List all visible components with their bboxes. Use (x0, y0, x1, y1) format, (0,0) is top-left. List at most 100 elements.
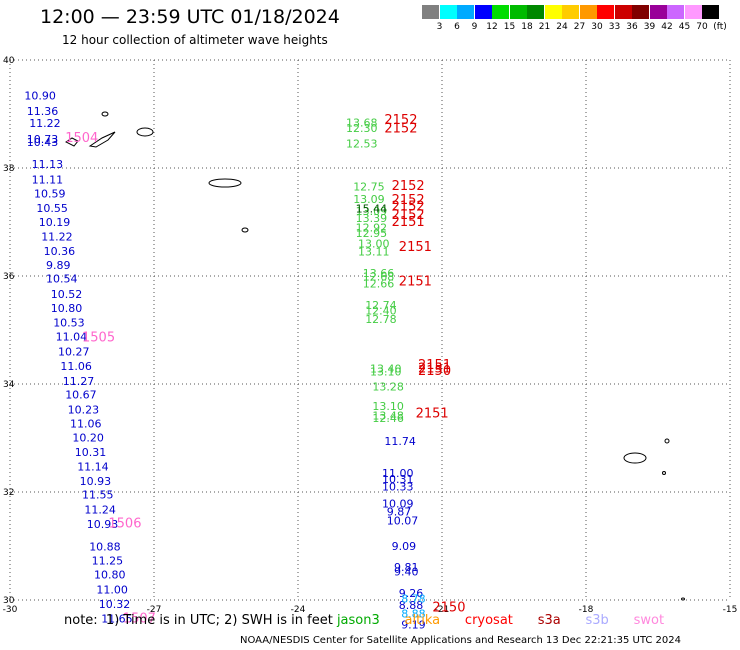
legend-label: 27 (573, 22, 586, 32)
legend-swatch (614, 5, 632, 19)
x-tick-label: -18 (579, 605, 594, 615)
legend-swatch (422, 5, 439, 19)
legend-swatch (544, 5, 562, 19)
legend-label: 15 (503, 22, 516, 32)
wave-height-label: 1505 (82, 331, 115, 346)
chart-title: 12:00 — 23:59 UTC 01/18/2024 (40, 6, 340, 28)
wave-height-label: 13.28 (372, 381, 404, 394)
wave-height-label: 10.23 (68, 403, 100, 416)
wave-height-label: 9.89 (46, 259, 71, 272)
y-tick-label: 32 (3, 488, 14, 498)
wave-height-label: 10.80 (51, 302, 83, 315)
wave-height-label: 10.20 (72, 431, 104, 444)
legend-label: 12 (486, 22, 498, 32)
wave-height-label: 9.09 (392, 540, 417, 553)
wave-height-label: 8.88 (399, 599, 424, 612)
legend-label: 70 (696, 22, 708, 32)
x-tick-label: -30 (3, 605, 18, 615)
wave-height-label: 13.48 (372, 409, 404, 422)
wave-height-label: 12.66 (363, 278, 395, 291)
wave-height-label: 12.78 (365, 313, 397, 326)
wave-height-label: 11.14 (77, 461, 109, 474)
y-tick-label: 38 (3, 164, 15, 174)
legend-label: 18 (521, 22, 533, 32)
wave-height-label: 2152 (384, 113, 417, 128)
satellite-jason3: jason3 (332, 613, 380, 628)
wave-height-label: 10.36 (44, 245, 76, 258)
wave-height-label: 12.75 (353, 180, 385, 193)
wave-height-label: 8.78 (401, 592, 426, 605)
wave-height-label: 10.73 (27, 133, 59, 146)
legend-swatch (579, 5, 597, 19)
wave-height-label: 2152 (392, 193, 425, 208)
legend-unit: (ft) (713, 22, 727, 32)
legend-swatch (527, 5, 544, 19)
satellite-s3a: s3a (512, 613, 561, 628)
wave-height-label: 11.36 (27, 105, 59, 118)
wave-height-label: 10.93 (80, 475, 112, 488)
wave-height-label: 10.27 (58, 346, 90, 359)
wave-height-label: 10.67 (65, 388, 97, 401)
wave-height-label: 10.55 (36, 202, 68, 215)
wave-height-label: 1504 (65, 131, 98, 146)
legend-swatch (597, 5, 614, 19)
wave-height-label: 13.40 (370, 362, 402, 375)
wave-height-label: 2151 (416, 407, 449, 422)
wave-height-label: 13.39 (356, 212, 388, 225)
color-legend: 3 6 9 12 15 18 21 24 27 30 33 36 39 42 45 70 (ft) (420, 5, 730, 35)
wave-height-label: 12.46 (372, 412, 404, 425)
x-tick-label: -15 (723, 605, 738, 615)
x-tick-label: -21 (435, 605, 450, 615)
wave-height-label: 2151 (418, 358, 451, 373)
land-outline (623, 452, 647, 464)
wave-height-label: 12.68 (363, 271, 395, 284)
wave-height-label: 11.65 (101, 612, 133, 625)
legend-label: 45 (678, 22, 691, 32)
legend-label: 42 (661, 22, 673, 32)
wave-height-label: 10.33 (382, 481, 414, 494)
note-prefix: note: 1) Time is in UTC; 2) SWH is in fe… (64, 613, 333, 628)
wave-height-label: 11.06 (70, 417, 102, 430)
legend-swatch (439, 5, 457, 19)
wave-height-label: 10.80 (94, 569, 126, 582)
satellite-swot: swot (608, 613, 665, 628)
wave-height-label: 2151 (392, 215, 425, 230)
wave-height-label: 2151 (418, 361, 451, 376)
wave-height-label: 13.10 (372, 400, 404, 413)
wave-height-label: 1506 (108, 516, 141, 531)
legend-label: 21 (538, 22, 551, 32)
wave-height-label: 11.00 (96, 584, 128, 597)
wave-height-label: 9.26 (399, 587, 424, 600)
wave-height-label: 10.88 (89, 541, 121, 554)
wave-height-label: 10.54 (46, 273, 78, 286)
land-outline (241, 227, 249, 233)
wave-height-label: 13.66 (363, 267, 395, 280)
legend-label: 3 (436, 22, 443, 32)
wave-height-label: 10.09 (382, 497, 414, 510)
wave-height-label: 9.87 (387, 505, 412, 518)
legend-swatch (562, 5, 579, 19)
wave-height-label: 9.81 (394, 561, 419, 574)
wave-height-label: 2151 (399, 240, 432, 255)
legend-swatch (457, 5, 474, 19)
legend-label: 9 (471, 22, 478, 32)
wave-height-label: 13.00 (358, 238, 390, 251)
x-tick-label: -24 (291, 605, 306, 615)
y-tick-label: 40 (3, 56, 15, 66)
wave-height-label: 2151 (399, 274, 432, 289)
legend-swatch (684, 5, 702, 19)
wave-height-label: 10.32 (99, 598, 131, 611)
land-outline (65, 137, 79, 147)
wave-height-label: 11.06 (60, 360, 92, 373)
wave-height-label: 2152 (392, 208, 425, 223)
wave-height-label: 11.22 (41, 231, 72, 244)
wave-height-label: 12.74 (365, 299, 397, 312)
land-outline (101, 111, 109, 117)
wave-height-label: 10.53 (53, 316, 84, 329)
wave-height-label: 15.44 (356, 203, 388, 216)
land-outline (208, 178, 242, 188)
wave-height-label: 13.09 (356, 205, 388, 218)
legend-label: 33 (608, 22, 621, 32)
legend-label: 6 (454, 22, 460, 32)
